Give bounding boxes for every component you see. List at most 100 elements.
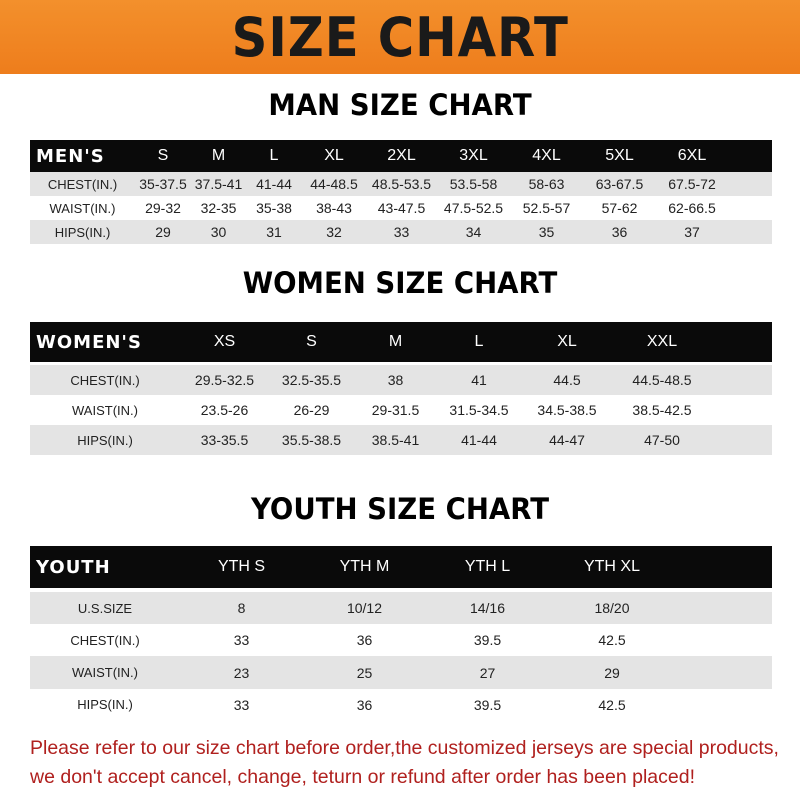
measurement-cell: 53.5-58 <box>449 176 498 192</box>
measurement-cell: 18/20 <box>594 600 630 616</box>
measurement-cell: 52.5-57 <box>522 200 571 216</box>
measurement-cell: 43-47.5 <box>377 200 426 216</box>
table-row: HIPS(IN.) 29 30 31 32 33 34 35 36 37 <box>30 220 772 244</box>
measurement-cell: 35 <box>538 224 555 240</box>
women-size-table: WOMEN'S XS S M L XL XXL CHEST(IN.) 29.5-32.5 32.5… <box>30 322 772 455</box>
measurement-label: HIPS(IN.) <box>77 432 133 448</box>
measurement-cell: 44.5-48.5 <box>632 372 692 388</box>
notice-line-2: we don't accept cancel, change, teturn o… <box>30 766 695 788</box>
size-header: L <box>474 333 484 350</box>
measurement-cell: 58-63 <box>528 176 565 192</box>
banner-title: SIZE CHART <box>231 5 569 69</box>
measurement-cell: 47-50 <box>644 432 680 448</box>
measurement-label: HIPS(IN.) <box>77 697 133 712</box>
size-header: 4XL <box>532 147 561 164</box>
measurement-label: WAIST(IN.) <box>72 402 138 418</box>
order-notice: Please refer to our size chart before or… <box>30 734 790 792</box>
measurement-cell: 44.5 <box>553 372 581 388</box>
measurement-cell: 29 <box>155 224 171 240</box>
men-title: MAN SIZE CHART <box>268 88 532 122</box>
measurement-label: HIPS(IN.) <box>54 224 111 240</box>
measurement-label: CHEST(IN.) <box>47 176 118 192</box>
measurement-cell: 36 <box>356 632 373 648</box>
measurement-cell: 42.5 <box>598 696 626 713</box>
women-title: WOMEN SIZE CHART <box>242 266 558 300</box>
measurement-cell: 38.5-42.5 <box>632 402 692 418</box>
size-header: M <box>211 147 226 164</box>
size-header: S <box>157 147 169 164</box>
table-row: HIPS(IN.) 33-35.5 35.5-38.5 38.5-41 41-44 44-… <box>30 425 772 455</box>
measurement-cell: 29 <box>604 664 620 681</box>
table-row: CHEST(IN.) 29.5-32.5 32.5-35.5 38 41 44.5 44.5… <box>30 365 772 395</box>
measurement-cell: 32 <box>326 224 342 240</box>
women-header-row: WOMEN'S XS S M L XL XXL <box>30 322 772 362</box>
men-header-row: MEN'S S M L XL 2XL 3XL 4XL 5XL 6XL <box>30 140 772 172</box>
measurement-cell: 39.5 <box>473 696 502 713</box>
measurement-cell: 36 <box>611 224 628 240</box>
table-label: YOUTH <box>36 556 111 578</box>
table-row: CHEST(IN.) 33 36 39.5 42.5 <box>30 624 772 656</box>
table-row: HIPS(IN.) 33 36 39.5 42.5 <box>30 689 772 720</box>
measurement-cell: 33 <box>393 224 410 240</box>
measurement-label: CHEST(IN.) <box>70 632 140 648</box>
table-label: MEN'S <box>36 145 105 167</box>
measurement-cell: 38.5-41 <box>371 432 420 448</box>
measurement-cell: 39.5 <box>473 632 502 648</box>
measurement-cell: 48.5-53.5 <box>371 176 432 192</box>
table-row: U.S.SIZE 8 10/12 14/16 18/20 <box>30 592 772 624</box>
size-header: S <box>306 333 317 350</box>
measurement-cell: 32.5-35.5 <box>281 372 342 388</box>
measurement-cell: 44-47 <box>549 432 585 448</box>
measurement-cell: 23 <box>233 664 250 681</box>
size-header: XS <box>213 333 236 350</box>
measurement-cell: 31.5-34.5 <box>449 402 509 418</box>
size-header: 2XL <box>387 147 416 164</box>
measurement-cell: 33 <box>233 632 250 648</box>
measurement-cell: 67.5-72 <box>668 176 716 192</box>
measurement-cell: 32-35 <box>200 200 237 216</box>
measurement-label: CHEST(IN.) <box>70 372 140 388</box>
size-header: 5XL <box>605 147 634 164</box>
measurement-cell: 41-44 <box>256 176 292 192</box>
measurement-cell: 30 <box>210 224 227 240</box>
size-header: XXL <box>646 333 678 350</box>
measurement-cell: 34.5-38.5 <box>537 402 597 418</box>
measurement-cell: 34 <box>465 224 482 240</box>
youth-title: YOUTH SIZE CHART <box>250 492 550 526</box>
measurement-cell: 29.5-32.5 <box>194 372 255 388</box>
measurement-cell: 33-35.5 <box>200 432 249 448</box>
measurement-cell: 35-38 <box>256 200 292 216</box>
measurement-cell: 36 <box>356 696 373 713</box>
table-row: WAIST(IN.) 23.5-26 26-29 29-31.5 31.5-34.5 34… <box>30 395 772 425</box>
notice-line-1: Please refer to our size chart before or… <box>30 737 779 759</box>
measurement-cell: 35-37.5 <box>139 176 187 192</box>
size-header: XL <box>324 147 344 164</box>
measurement-label: WAIST(IN.) <box>72 665 138 680</box>
size-header: YTH S <box>217 558 266 575</box>
measurement-cell: 8 <box>237 600 246 616</box>
size-header: XL <box>557 333 577 350</box>
measurement-cell: 29-31.5 <box>371 402 420 418</box>
table-row: WAIST(IN.) 29-32 32-35 35-38 38-43 43-47.5 47.… <box>30 196 772 220</box>
size-header: 6XL <box>677 147 707 164</box>
measurement-cell: 44-48.5 <box>310 176 358 192</box>
measurement-cell: 35.5-38.5 <box>281 432 342 448</box>
measurement-cell: 25 <box>356 664 373 681</box>
measurement-cell: 47.5-52.5 <box>443 200 504 216</box>
measurement-cell: 38 <box>387 372 404 388</box>
measurement-cell: 10/12 <box>346 600 383 616</box>
size-header: L <box>269 147 279 164</box>
youth-size-table: YOUTH YTH S YTH M YTH L YTH XL U.S.SIZE 8 10/12… <box>30 546 772 720</box>
measurement-cell: 63-67.5 <box>595 176 644 192</box>
men-size-table: MEN'S S M L XL 2XL 3XL 4XL 5XL 6XL CHEST(IN.) 35-37… <box>30 140 772 244</box>
measurement-cell: 57-62 <box>601 200 638 216</box>
measurement-cell: 23.5-26 <box>200 402 249 418</box>
measurement-cell: 42.5 <box>598 632 626 648</box>
measurement-label: WAIST(IN.) <box>49 200 116 216</box>
size-header: 3XL <box>459 147 488 164</box>
measurement-cell: 29-32 <box>145 200 181 216</box>
size-header: YTH L <box>464 558 511 575</box>
measurement-cell: 37 <box>684 224 700 240</box>
measurement-cell: 33 <box>233 696 250 713</box>
